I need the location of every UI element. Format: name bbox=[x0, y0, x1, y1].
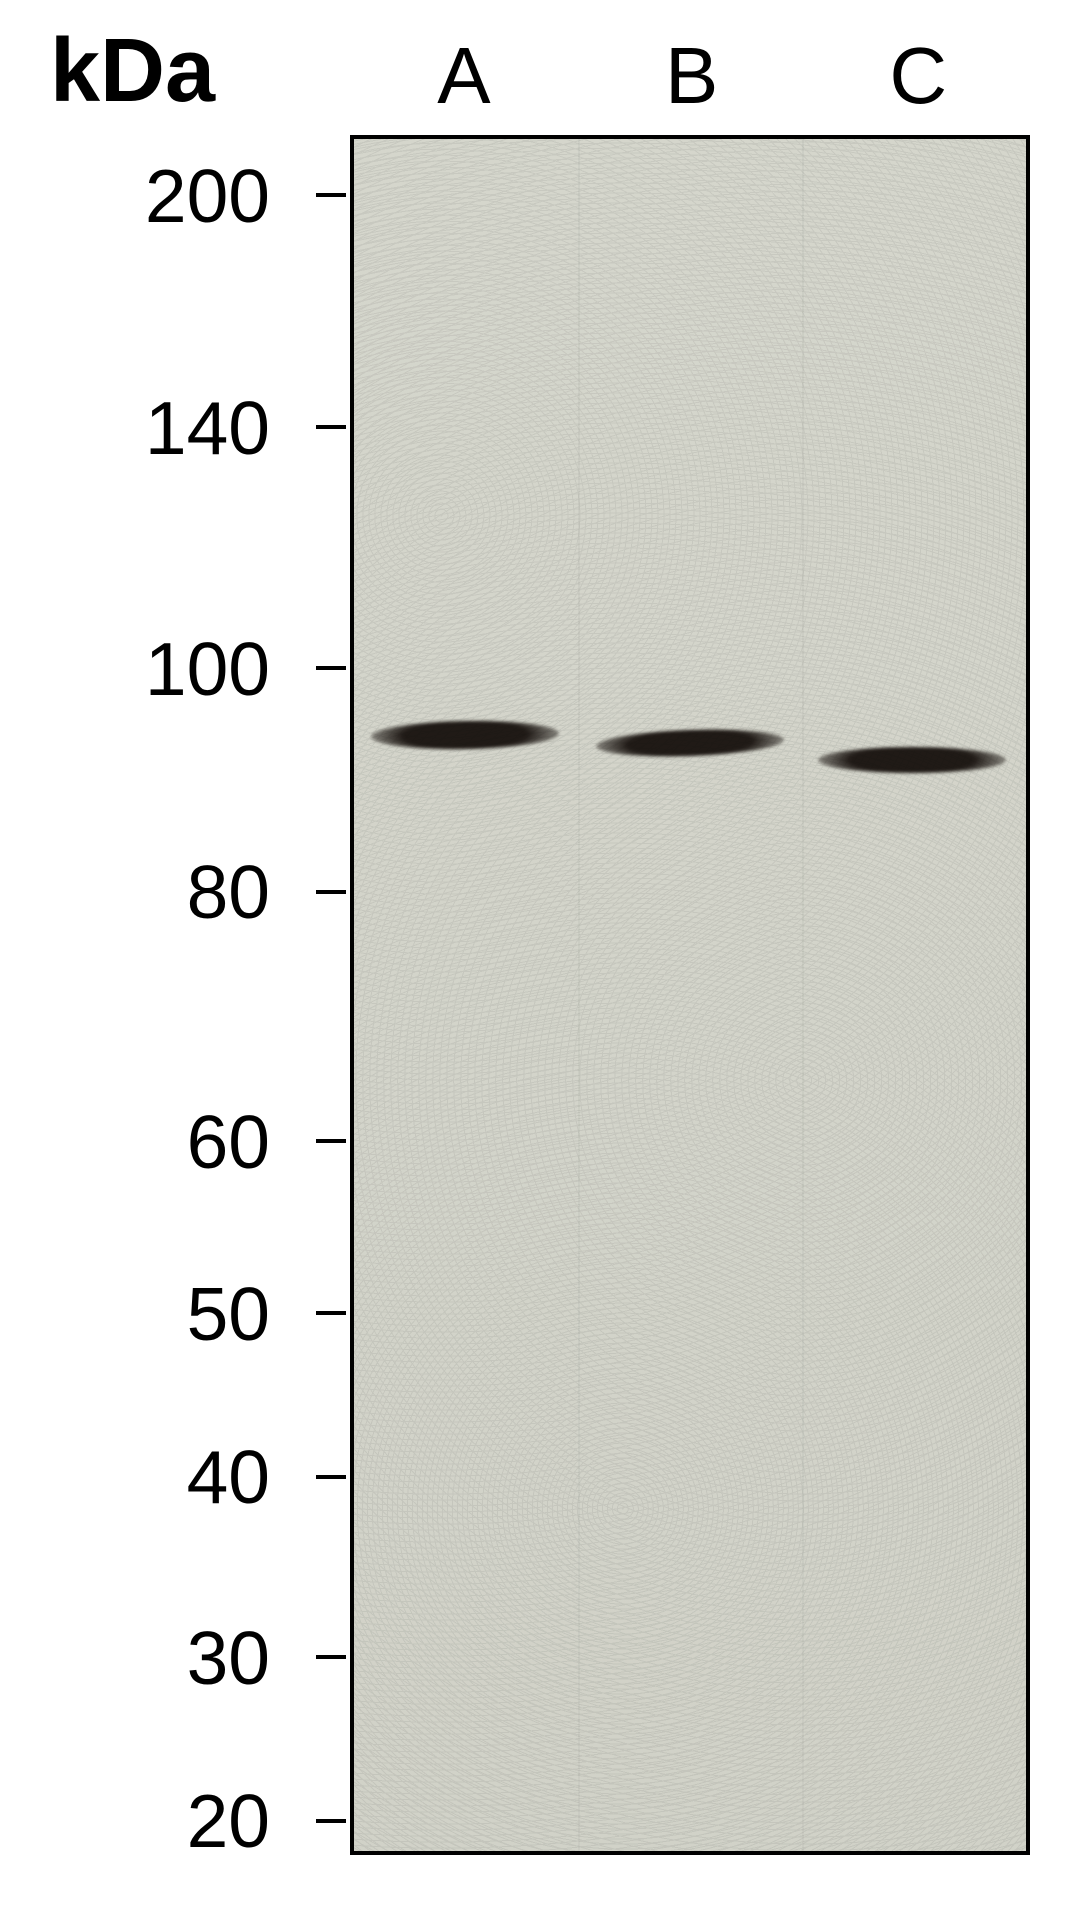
tick-mark-100 bbox=[316, 666, 346, 670]
tick-label-30: 30 bbox=[90, 1615, 270, 1701]
figure-container: kDa A B C 200 140 100 80 60 50 40 30 20 bbox=[0, 0, 1080, 1913]
lane-divider bbox=[578, 139, 580, 1851]
blot-membrane-area bbox=[350, 135, 1030, 1855]
tick-mark-80 bbox=[316, 890, 346, 894]
lane-label-c: C bbox=[889, 30, 947, 122]
axis-unit-label: kDa bbox=[50, 20, 215, 123]
tick-mark-30 bbox=[316, 1655, 346, 1659]
tick-label-60: 60 bbox=[90, 1099, 270, 1185]
lane-label-a: A bbox=[437, 30, 490, 122]
tick-mark-20 bbox=[316, 1819, 346, 1823]
tick-mark-140 bbox=[316, 425, 346, 429]
lane-divider bbox=[802, 139, 804, 1851]
tick-mark-60 bbox=[316, 1139, 346, 1143]
lane-label-b: B bbox=[665, 30, 718, 122]
tick-label-20: 20 bbox=[90, 1778, 270, 1864]
tick-mark-40 bbox=[316, 1475, 346, 1479]
tick-label-40: 40 bbox=[90, 1434, 270, 1520]
tick-label-50: 50 bbox=[90, 1271, 270, 1357]
tick-label-80: 80 bbox=[90, 849, 270, 935]
tick-label-100: 100 bbox=[90, 626, 270, 712]
tick-mark-200 bbox=[316, 193, 346, 197]
membrane-background bbox=[354, 139, 1026, 1851]
tick-label-140: 140 bbox=[90, 385, 270, 471]
tick-mark-50 bbox=[316, 1311, 346, 1315]
band-lane-c bbox=[818, 747, 1006, 773]
tick-label-200: 200 bbox=[90, 153, 270, 239]
